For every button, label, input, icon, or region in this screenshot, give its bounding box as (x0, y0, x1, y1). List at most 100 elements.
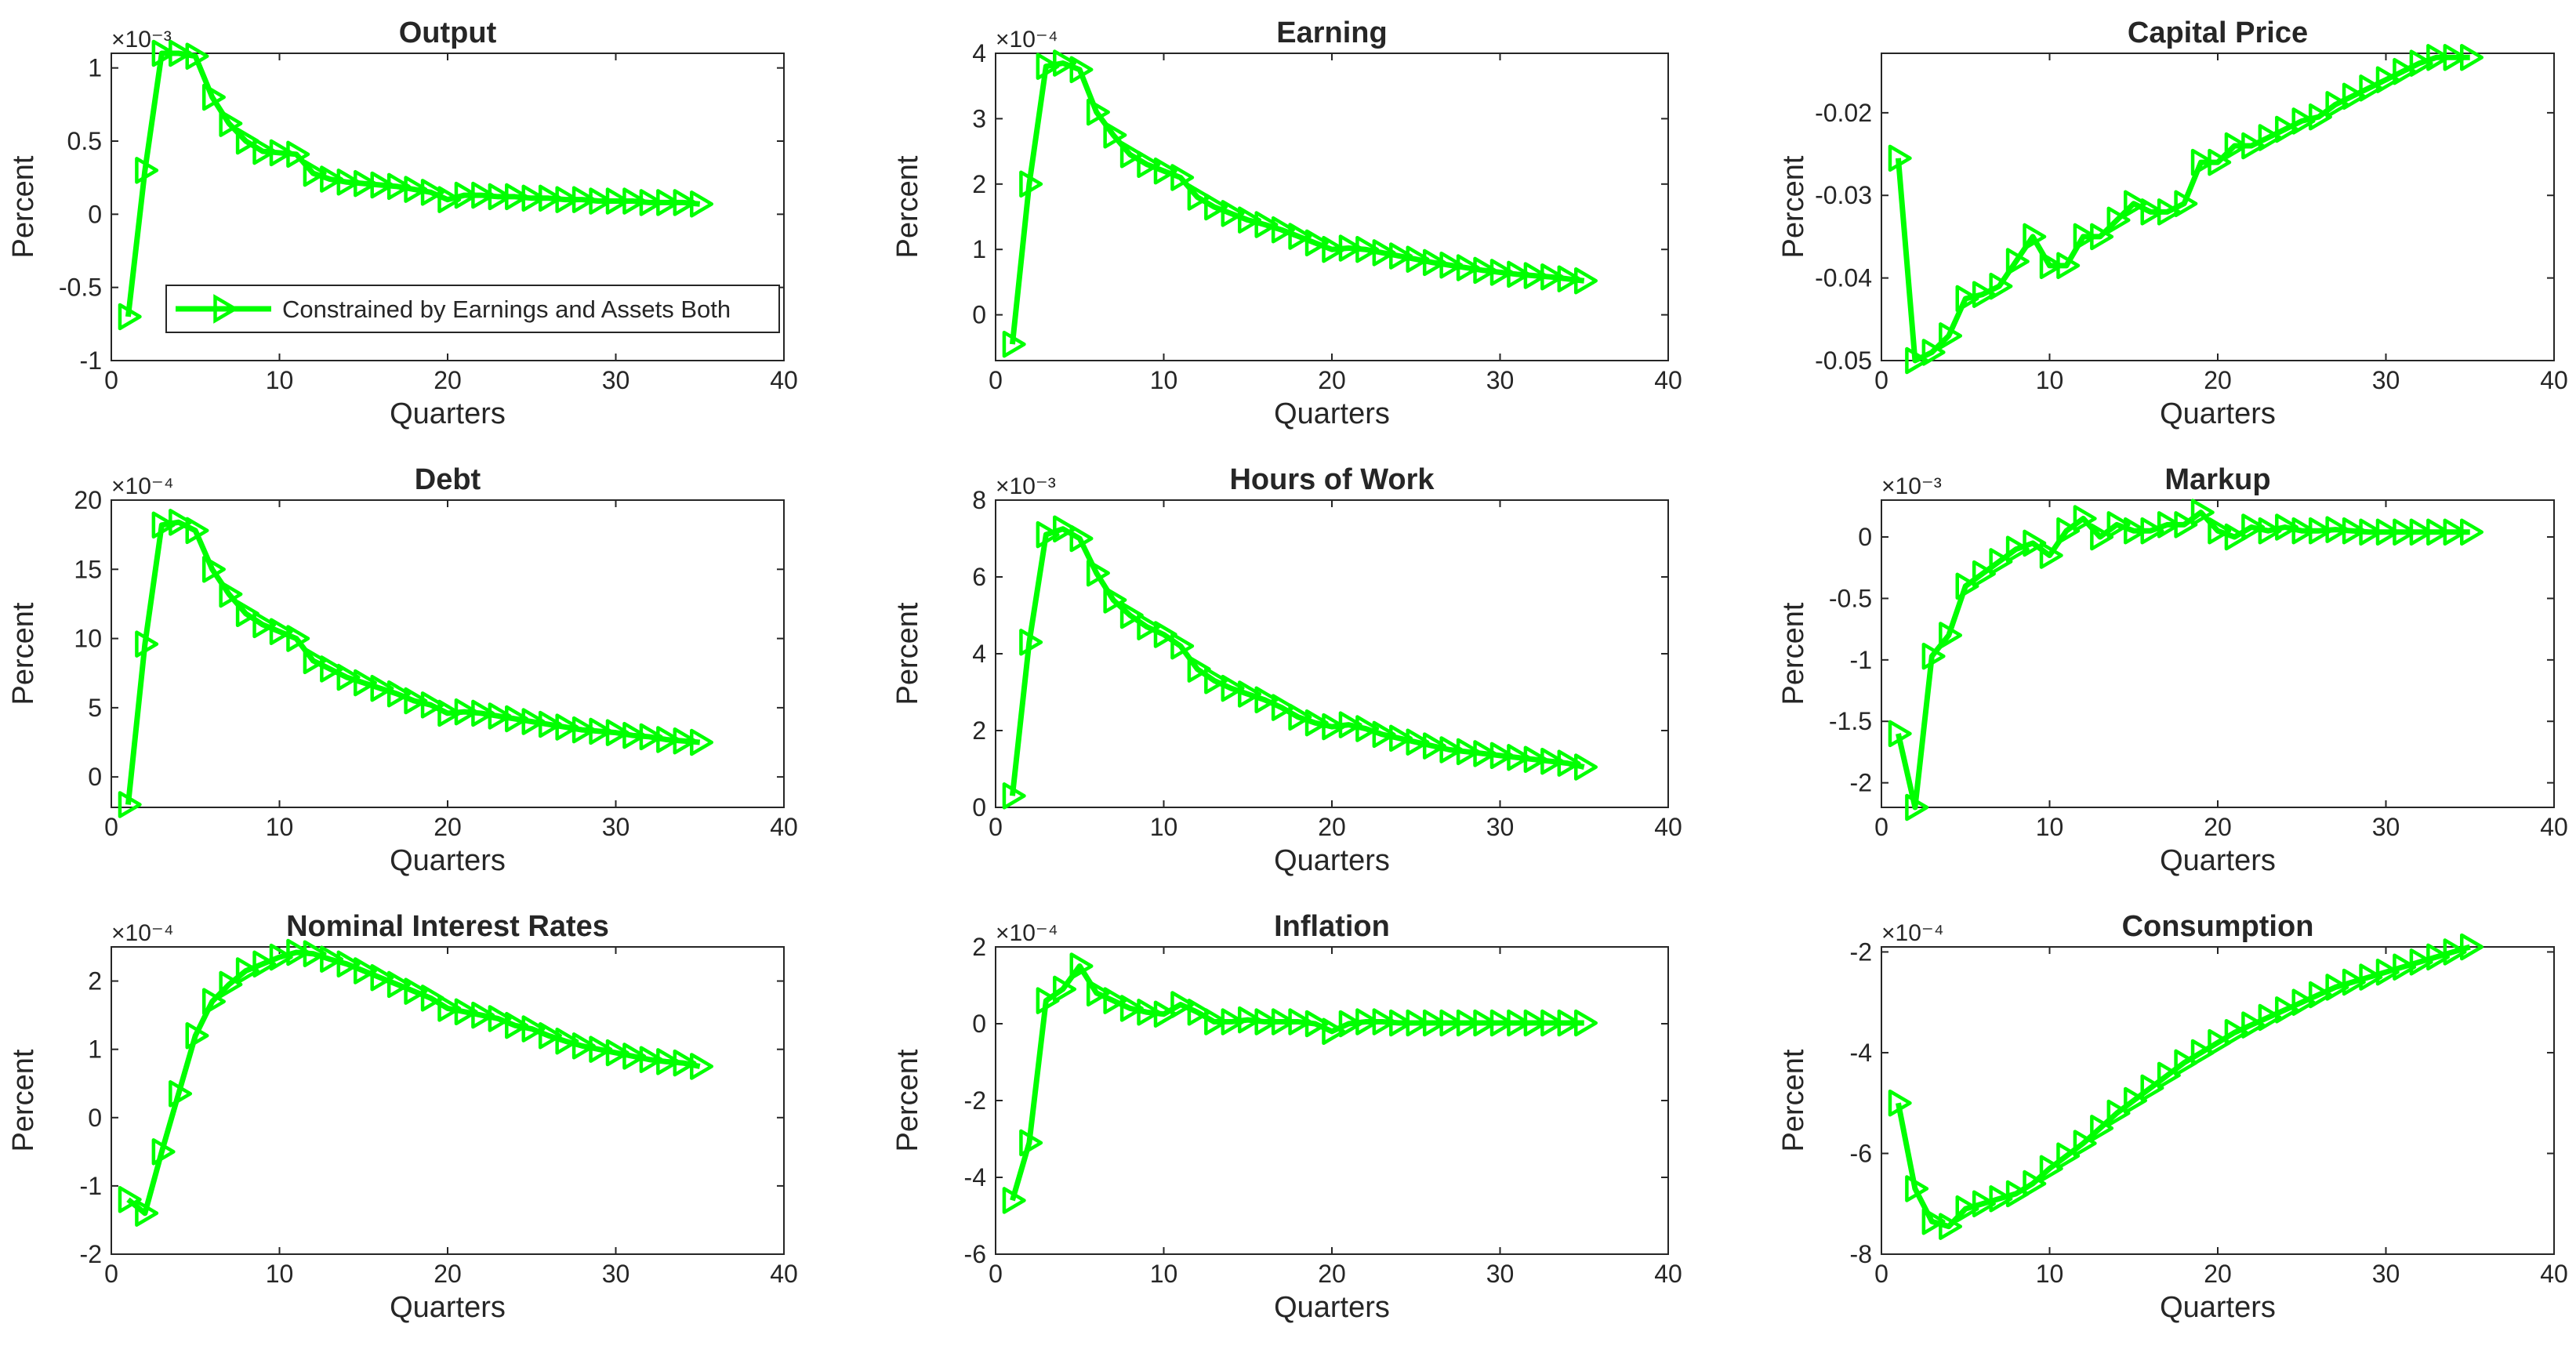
data-point (1523, 745, 1547, 773)
data-point (2258, 517, 2282, 545)
y-tick-label: -0.04 (1815, 264, 1872, 292)
data-point (2241, 132, 2266, 160)
y-tick-label: 2 (972, 933, 986, 961)
x-tick-label: 0 (1874, 366, 1888, 394)
legend: Constrained by Earnings and Assets Both (165, 285, 780, 333)
data-point (2157, 511, 2181, 539)
data-point (151, 39, 176, 67)
y-exponent-label: ×10⁻⁴ (996, 27, 1058, 53)
y-axis-label: Percent (1777, 155, 1810, 258)
data-point (505, 183, 529, 211)
x-axis-label: Quarters (390, 1291, 506, 1324)
data-point (2208, 1028, 2232, 1057)
y-exponent-label: ×10⁻⁴ (1881, 920, 1944, 946)
data-point (437, 995, 462, 1022)
y-tick-label: 0.5 (67, 127, 102, 155)
panel-title: Inflation (1274, 910, 1390, 943)
data-point (2190, 148, 2215, 176)
data-point (1389, 242, 1413, 270)
x-tick-label: 20 (434, 813, 462, 841)
data-point (303, 647, 327, 675)
data-point (1053, 49, 1077, 77)
data-point (622, 187, 647, 215)
y-tick-label: 2 (88, 967, 102, 996)
y-tick-label: -2 (1850, 937, 1872, 966)
y-tick-label: -1 (1850, 646, 1872, 674)
data-point (690, 190, 713, 218)
data-point (2023, 1170, 2047, 1198)
data-point (1422, 1009, 1446, 1037)
data-point (1170, 632, 1195, 660)
data-point (1972, 1190, 1996, 1217)
x-axis-label: Quarters (2160, 397, 2276, 430)
y-tick-label: -0.5 (1829, 584, 1872, 612)
data-point (1304, 229, 1329, 257)
data-point (1489, 1009, 1514, 1037)
data-point (2443, 938, 2467, 966)
data-point (2224, 1018, 2248, 1046)
data-point (2342, 968, 2366, 996)
data-point (656, 189, 680, 216)
legend-marker-sample (213, 294, 239, 324)
data-point (118, 303, 142, 331)
data-point (336, 663, 361, 691)
data-point (1955, 572, 1979, 600)
data-point (1540, 1009, 1565, 1037)
x-axis-label: Quarters (390, 844, 506, 877)
data-point (2325, 516, 2349, 543)
data-point (2308, 981, 2332, 1009)
panel-title: Debt (415, 463, 481, 496)
x-tick-label: 10 (1150, 366, 1178, 394)
data-point (404, 687, 428, 715)
data-point (2258, 1003, 2282, 1032)
x-tick-label: 40 (1654, 1260, 1682, 1288)
data-point (386, 970, 411, 999)
data-point (370, 963, 394, 992)
panel-title: Output (399, 16, 497, 49)
data-point (1422, 248, 1446, 277)
data-point (1322, 713, 1346, 741)
data-point (1989, 272, 2013, 300)
x-tick-label: 20 (1318, 813, 1346, 841)
y-tick-label: 0 (88, 200, 102, 228)
data-point (2291, 988, 2316, 1016)
data-point (1238, 206, 1261, 234)
data-point (1921, 642, 1946, 670)
data-point (589, 717, 613, 745)
axes-box (1881, 499, 2555, 808)
data-point (555, 186, 579, 213)
y-exponent-label: ×10⁻³ (996, 473, 1056, 499)
data-point (2224, 523, 2248, 551)
x-tick-label: 0 (1874, 813, 1888, 841)
data-point (2325, 91, 2349, 118)
data-point (471, 1001, 495, 1029)
x-axis-label: Quarters (1274, 397, 1390, 430)
data-point (1456, 738, 1480, 766)
y-tick-label: -6 (964, 1240, 986, 1268)
data-point (1137, 613, 1161, 640)
data-point (1221, 1008, 1245, 1035)
y-tick-label: -2 (80, 1240, 102, 1268)
data-point (1170, 991, 1195, 1018)
data-point (1019, 629, 1043, 656)
data-point (1574, 1009, 1598, 1037)
data-point (219, 110, 243, 137)
data-point (1204, 667, 1228, 695)
data-point (303, 159, 327, 187)
data-point (1439, 736, 1464, 763)
data-point (1271, 1008, 1295, 1035)
y-tick-label: 1 (88, 54, 102, 82)
data-point (1456, 254, 1480, 281)
data-point (169, 1080, 193, 1108)
x-tick-label: 30 (602, 366, 630, 394)
data-point (589, 1035, 613, 1063)
data-point (1086, 979, 1110, 1007)
data-point (1439, 1009, 1464, 1037)
data-point (1053, 975, 1077, 1003)
data-point (622, 721, 647, 749)
data-point (1069, 56, 1094, 84)
data-point (521, 184, 546, 212)
y-tick-label: -1.5 (1829, 707, 1872, 735)
data-point (1238, 1006, 1261, 1034)
data-point (1086, 559, 1110, 587)
